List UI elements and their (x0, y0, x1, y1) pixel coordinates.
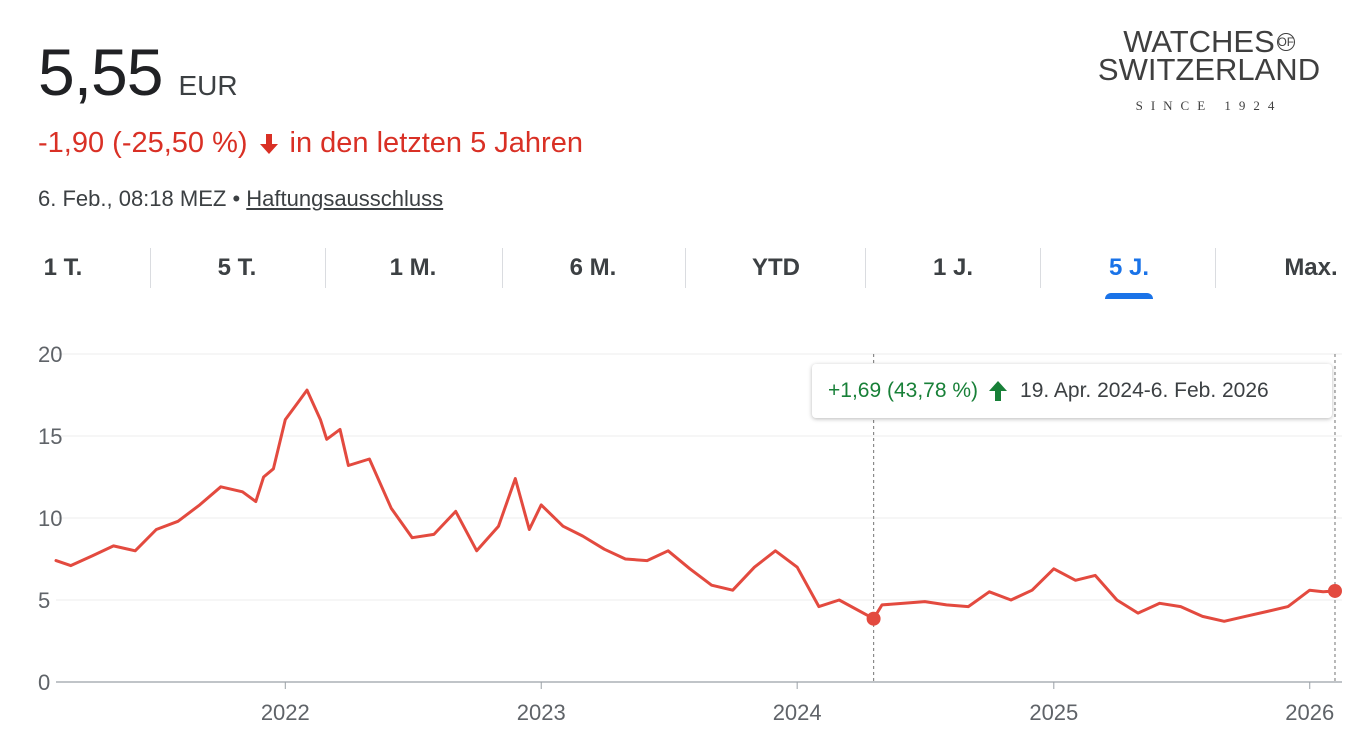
currency-label: EUR (178, 70, 238, 101)
price-chart[interactable]: 0 5 10 15 20 2022 2023 2024 2025 2026 (0, 330, 1372, 744)
change-period: in den letzten 5 Jahren (289, 127, 583, 159)
tab-1-day[interactable]: 1 T. (43, 254, 83, 281)
y-tick-label: 15 (38, 424, 62, 449)
price-line (54, 388, 1337, 623)
tab-divider (502, 248, 503, 288)
current-price: 5,55 (38, 35, 163, 109)
tab-divider (150, 248, 151, 288)
y-tick-label: 0 (38, 670, 50, 695)
quote-meta: 6. Feb., 08:18 MEZ • Haftungsausschluss (38, 186, 443, 212)
tab-5-years[interactable]: 5 J. (1108, 254, 1150, 281)
change-value: -1,90 (-25,50 %) (38, 127, 248, 159)
company-logo: WATCHES OF SWITZERLAND SINCE 1924 (1074, 24, 1344, 120)
x-tick-label: 2022 (261, 700, 310, 725)
price-change: -1,90 (-25,50 %) in den letzten 5 Jahren (38, 127, 583, 160)
quote-timestamp: 6. Feb., 08:18 MEZ (38, 186, 227, 211)
logo-word-watches: WATCHES (1123, 24, 1275, 59)
tab-ytd[interactable]: YTD (752, 254, 800, 281)
meta-separator: • (232, 186, 241, 211)
tab-1-year[interactable]: 1 J. (932, 254, 974, 281)
active-tab-indicator (1105, 293, 1153, 299)
logo-line-1: WATCHES OF (1074, 24, 1344, 59)
logo-word-switzerland: SWITZERLAND (1097, 52, 1321, 87)
disclaimer-link[interactable]: Haftungsausschluss (246, 186, 444, 211)
tab-divider (1040, 248, 1041, 288)
x-tick-label: 2025 (1029, 700, 1078, 725)
range-marker-dot (1327, 583, 1342, 598)
y-tick-label: 5 (38, 588, 50, 613)
tooltip-range: 19. Apr. 2024-6. Feb. 2026 (1020, 379, 1269, 402)
y-tick-label: 10 (38, 506, 62, 531)
y-tick-label: 20 (38, 342, 62, 367)
tab-divider (1215, 248, 1216, 288)
tooltip-gain: +1,69 (43,78 %) (828, 379, 979, 402)
x-tick-label: 2024 (773, 700, 822, 725)
tab-divider (325, 248, 326, 288)
tab-6-months[interactable]: 6 M. (569, 254, 617, 281)
tab-1-month[interactable]: 1 M. (389, 254, 437, 281)
tab-divider (865, 248, 866, 288)
logo-of-mark: OF (1276, 33, 1295, 51)
range-marker-dot (866, 611, 881, 626)
range-tooltip: +1,69 (43,78 %) 19. Apr. 2024-6. Feb. 20… (812, 364, 1332, 418)
tab-divider (685, 248, 686, 288)
tab-max[interactable]: Max. (1284, 254, 1338, 281)
arrow-down-icon (259, 133, 278, 154)
tab-5-days[interactable]: 5 T. (217, 254, 257, 281)
x-tick-label: 2023 (517, 700, 566, 725)
logo-since: SINCE 1924 (1135, 98, 1283, 113)
x-tick-label: 2026 (1285, 700, 1334, 725)
price-header: 5,55 EUR (38, 34, 238, 110)
arrow-up-icon (989, 381, 1008, 401)
range-tabs: 1 T. 5 T. 1 M. 6 M. YTD 1 J. 5 J. Max. (0, 246, 1372, 302)
